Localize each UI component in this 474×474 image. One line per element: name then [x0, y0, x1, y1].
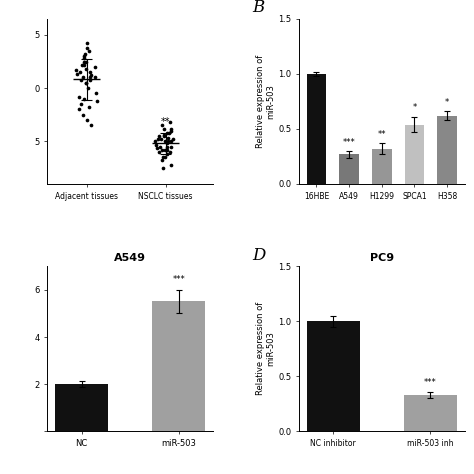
Bar	[339, 154, 359, 184]
Point	[166, 148, 173, 156]
Title: PC9: PC9	[370, 253, 394, 263]
Point	[165, 129, 173, 137]
Text: B: B	[253, 0, 265, 16]
Point	[77, 76, 85, 83]
Point	[84, 84, 92, 92]
Point	[80, 55, 88, 62]
Point	[83, 116, 91, 124]
Bar	[372, 149, 392, 184]
Y-axis label: Relative expression of
miR-503: Relative expression of miR-503	[256, 55, 275, 148]
Text: ***: ***	[424, 378, 437, 387]
Bar	[307, 321, 360, 431]
Bar	[403, 395, 457, 431]
Point	[80, 111, 87, 118]
Point	[162, 154, 169, 161]
Point	[160, 125, 167, 132]
Point	[85, 47, 92, 55]
Text: **: **	[377, 130, 386, 139]
Point	[158, 157, 166, 164]
Point	[81, 61, 88, 69]
Point	[157, 136, 165, 143]
Point	[82, 58, 90, 65]
Point	[73, 71, 81, 78]
Point	[164, 134, 171, 142]
Point	[77, 100, 85, 108]
Point	[164, 146, 171, 154]
Point	[155, 148, 163, 156]
Bar	[307, 74, 326, 184]
Text: ***: ***	[343, 137, 356, 146]
Point	[80, 73, 87, 81]
Point	[87, 72, 95, 79]
Point	[151, 137, 159, 145]
Text: D: D	[253, 246, 266, 264]
Point	[77, 68, 84, 76]
Point	[81, 53, 88, 60]
Point	[75, 106, 83, 113]
Point	[82, 50, 89, 58]
Point	[166, 118, 174, 126]
Point	[155, 132, 163, 140]
Point	[91, 63, 99, 71]
Point	[156, 143, 164, 150]
Point	[91, 73, 99, 81]
Point	[163, 143, 171, 150]
Y-axis label: Relative expression of
miR-503: Relative expression of miR-503	[256, 302, 275, 395]
Point	[87, 68, 94, 76]
Point	[167, 127, 175, 135]
Point	[152, 141, 160, 148]
Point	[83, 44, 91, 52]
Point	[159, 154, 167, 161]
Point	[88, 122, 95, 129]
Point	[82, 79, 89, 87]
Bar	[438, 116, 457, 184]
Point	[86, 73, 93, 81]
Point	[81, 95, 88, 102]
Text: **: **	[161, 118, 170, 128]
Text: ***: ***	[173, 275, 185, 284]
Point	[93, 97, 101, 105]
Point	[85, 103, 93, 111]
Point	[164, 150, 171, 158]
Point	[83, 40, 91, 47]
Bar	[152, 301, 205, 431]
Point	[86, 76, 93, 83]
Title: A549: A549	[114, 253, 146, 263]
Point	[82, 65, 89, 73]
Point	[167, 161, 175, 169]
Point	[163, 140, 171, 147]
Point	[75, 93, 83, 100]
Text: *: *	[445, 98, 449, 107]
Point	[168, 137, 175, 145]
Point	[73, 66, 80, 74]
Point	[160, 132, 168, 140]
Point	[78, 61, 86, 69]
Point	[158, 146, 166, 154]
Point	[154, 144, 161, 152]
Text: *: *	[412, 103, 417, 112]
Point	[167, 143, 174, 150]
Point	[92, 90, 100, 97]
Point	[159, 164, 167, 172]
Bar	[405, 125, 424, 184]
Point	[163, 129, 170, 137]
Point	[155, 136, 162, 143]
Point	[160, 131, 168, 139]
Point	[80, 58, 88, 65]
Point	[82, 79, 90, 87]
Bar	[55, 384, 109, 431]
Point	[164, 137, 172, 145]
Point	[167, 125, 175, 132]
Point	[161, 137, 168, 145]
Point	[169, 136, 177, 143]
Point	[158, 122, 165, 129]
Point	[161, 146, 169, 154]
